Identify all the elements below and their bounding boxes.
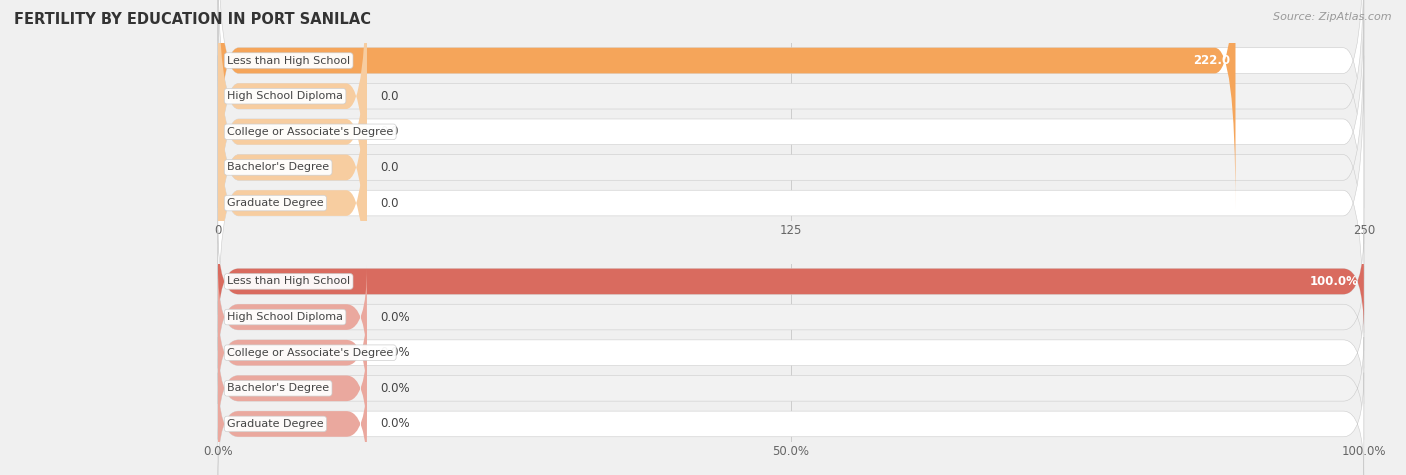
FancyBboxPatch shape <box>218 266 1364 369</box>
Text: 0.0: 0.0 <box>381 90 399 103</box>
Text: Source: ZipAtlas.com: Source: ZipAtlas.com <box>1274 12 1392 22</box>
Text: College or Associate's Degree: College or Associate's Degree <box>228 127 394 137</box>
FancyBboxPatch shape <box>218 0 367 279</box>
FancyBboxPatch shape <box>218 337 1364 440</box>
Text: 0.0: 0.0 <box>381 125 399 138</box>
FancyBboxPatch shape <box>218 0 1364 279</box>
Text: High School Diploma: High School Diploma <box>228 91 343 101</box>
Text: FERTILITY BY EDUCATION IN PORT SANILAC: FERTILITY BY EDUCATION IN PORT SANILAC <box>14 12 371 27</box>
Text: 0.0%: 0.0% <box>381 346 411 359</box>
Text: 100.0%: 100.0% <box>1309 275 1358 288</box>
Text: Bachelor's Degree: Bachelor's Degree <box>228 383 329 393</box>
FancyBboxPatch shape <box>218 372 367 475</box>
Text: College or Associate's Degree: College or Associate's Degree <box>228 348 394 358</box>
FancyBboxPatch shape <box>218 0 367 244</box>
Text: 0.0: 0.0 <box>381 161 399 174</box>
Text: 0.0: 0.0 <box>381 197 399 209</box>
Text: Less than High School: Less than High School <box>228 276 350 286</box>
FancyBboxPatch shape <box>218 56 1364 351</box>
Text: 222.0: 222.0 <box>1192 54 1230 67</box>
FancyBboxPatch shape <box>218 230 1364 332</box>
FancyBboxPatch shape <box>218 337 367 440</box>
Text: Less than High School: Less than High School <box>228 56 350 66</box>
Text: Bachelor's Degree: Bachelor's Degree <box>228 162 329 172</box>
Text: 0.0%: 0.0% <box>381 382 411 395</box>
FancyBboxPatch shape <box>218 302 367 404</box>
FancyBboxPatch shape <box>218 230 1364 332</box>
FancyBboxPatch shape <box>218 0 1364 244</box>
FancyBboxPatch shape <box>218 20 367 315</box>
Text: 0.0%: 0.0% <box>381 311 411 323</box>
Text: 0.0%: 0.0% <box>381 418 411 430</box>
Text: High School Diploma: High School Diploma <box>228 312 343 322</box>
FancyBboxPatch shape <box>218 56 367 351</box>
FancyBboxPatch shape <box>218 266 367 369</box>
FancyBboxPatch shape <box>218 302 1364 404</box>
Text: Graduate Degree: Graduate Degree <box>228 419 323 429</box>
Text: Graduate Degree: Graduate Degree <box>228 198 323 208</box>
FancyBboxPatch shape <box>218 372 1364 475</box>
FancyBboxPatch shape <box>218 0 1364 208</box>
FancyBboxPatch shape <box>218 20 1364 315</box>
FancyBboxPatch shape <box>218 0 1236 208</box>
